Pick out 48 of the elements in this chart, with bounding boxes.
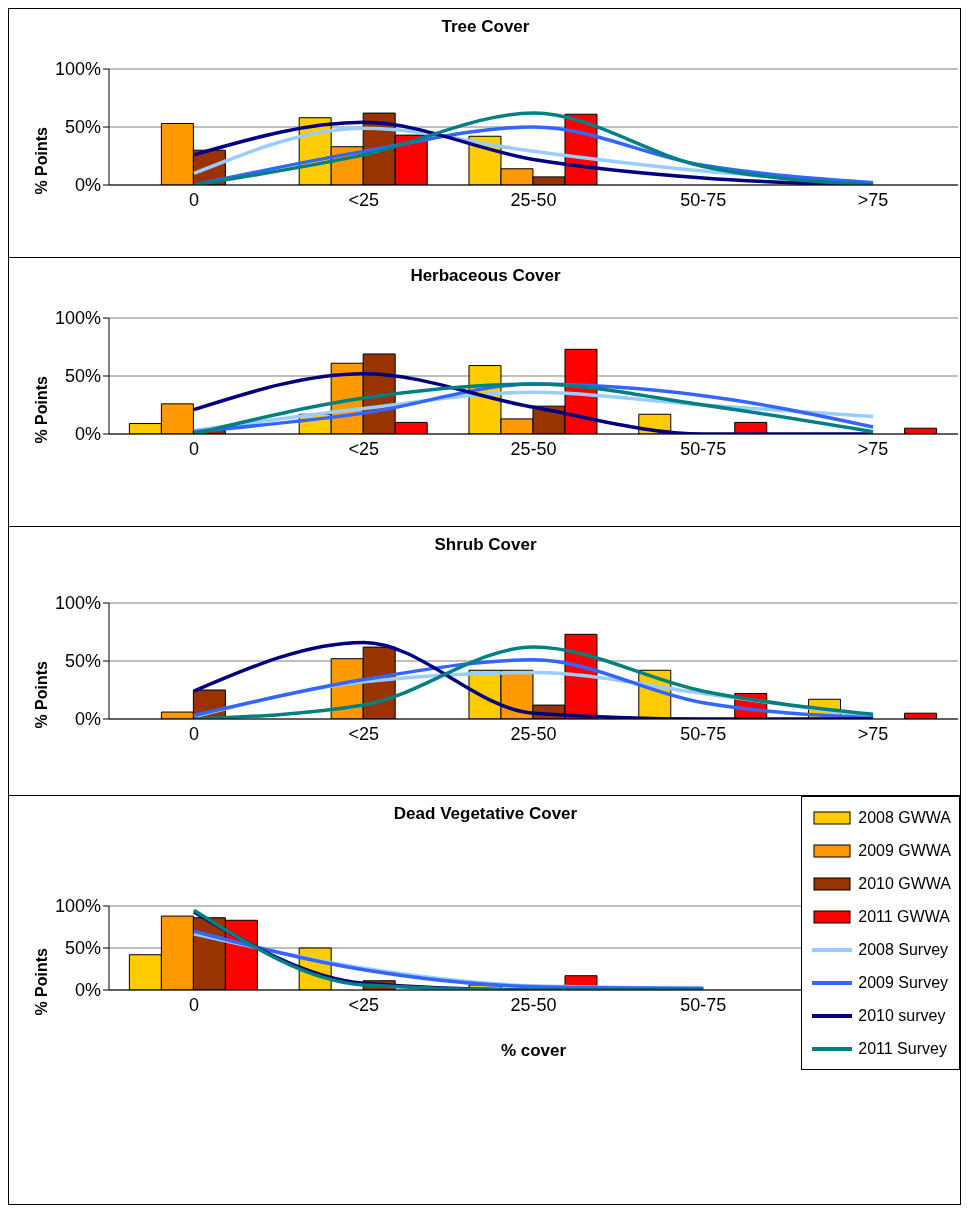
legend-label: 2008 GWWA [858,808,951,827]
x-tick-label: <25 [348,189,379,210]
x-tick-label: 25-50 [510,723,557,744]
x-tick-label: 25-50 [510,994,557,1015]
legend-label: 2010 GWWA [858,874,951,893]
y-tick-label: 50% [64,938,101,959]
x-tick-label: 0 [188,994,199,1015]
y-tick-label: 100% [54,59,101,80]
x-tick-label: 25-50 [510,189,557,210]
x-tick-label: 50-75 [680,189,727,210]
chart-title: Dead Vegetative Cover [393,804,578,823]
y-tick-label: 50% [64,117,101,138]
y-tick-label: 0% [74,424,101,445]
x-tick-label: 0 [188,438,199,459]
y-tick-label: 50% [64,651,101,672]
y-tick-label: 100% [54,896,101,917]
x-tick-label: 50-75 [680,723,727,744]
legend-label: 2011 GWWA [858,907,950,926]
chart-title: Shrub Cover [433,535,538,555]
legend-label: 2009 Survey [858,973,949,992]
chart-title: Herbaceous Cover [409,266,562,286]
y-axis-title: % Points [32,126,50,195]
x-tick-label: 25-50 [510,438,557,459]
x-tick-label: >75 [857,438,889,459]
y-tick-label: 50% [64,366,101,387]
y-tick-label: 0% [74,709,101,730]
x-tick-label: 0 [188,723,199,744]
y-tick-label: 100% [54,308,101,329]
legend-label: 2008 Survey [858,940,949,959]
legend-label: 2011 Survey [858,1039,947,1058]
x-tick-label: 50-75 [680,438,727,459]
x-axis-title: % cover [500,1041,567,1060]
x-tick-label: <25 [348,723,379,744]
x-tick-label: <25 [348,438,379,459]
y-tick-label: 100% [54,593,101,614]
x-tick-label: 0 [188,189,199,210]
chart-title: Tree Cover [440,17,531,37]
legend-label: 2010 survey [858,1006,946,1025]
y-axis-title: % Points [32,375,50,444]
y-tick-label: 0% [74,175,101,196]
x-tick-label: 50-75 [680,994,727,1015]
x-tick-label: <25 [348,994,379,1015]
x-tick-label: >75 [857,189,889,210]
legend-label: 2009 GWWA [858,841,951,860]
x-tick-label: >75 [857,723,889,744]
y-axis-title: % Points [32,660,50,729]
y-tick-label: 0% [74,980,101,1001]
y-axis-title: % Points [32,947,50,1016]
